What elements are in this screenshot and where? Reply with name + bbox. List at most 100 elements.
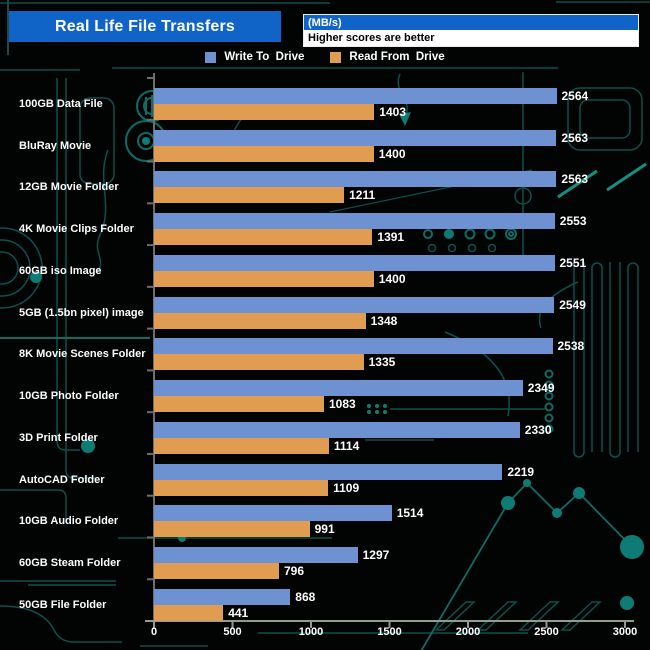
write-bar [154,547,358,564]
bars-cell: 2549 1348 [154,287,650,329]
category-label-cell: 10GB Photo Folder [0,370,154,412]
chart-title: Real Life File Transfers [55,17,235,35]
chart-row: 60GB iso Image 2551 1400 [0,245,650,287]
read-bar-line: 1114 [154,437,650,454]
read-bar [154,563,279,580]
read-bar [154,187,345,204]
chart-row: 12GB Movie Folder 2563 1211 [0,162,650,204]
category-label: 60GB iso Image [19,264,102,277]
read-bar-line: 1109 [154,479,650,496]
category-label-cell: 50GB File Folder [0,579,154,621]
write-value-label: 1514 [396,506,424,521]
bars-cell: 2330 1114 [154,412,650,454]
bars-cell: 2538 1335 [154,329,650,371]
write-value-label: 2349 [527,381,555,396]
category-label-cell: 60GB Steam Folder [0,537,154,579]
write-bar [154,421,520,438]
read-bar-line: 1211 [154,187,650,204]
category-label: BluRay Movie [19,139,92,152]
write-bar-line: 2563 [154,129,650,146]
read-bar-line: 1400 [154,145,650,162]
note-strip: Higher scores are better [304,30,638,46]
write-bar-line: 2553 [154,213,650,230]
read-bar-line: 796 [154,563,650,580]
category-label-cell: 3D Print Folder [0,412,154,454]
write-bar [154,463,503,480]
write-bar [154,380,523,397]
write-value-label: 2551 [559,255,587,270]
x-tick-label: 0 [150,626,158,638]
write-bar-line: 2349 [154,380,650,397]
write-bar-line: 1514 [154,505,650,522]
read-bar-line: 991 [154,521,650,538]
chart-row: 3D Print Folder 2330 1114 [0,412,650,454]
write-value-label: 2563 [561,172,589,187]
read-value-label: 796 [284,564,305,579]
chart-info-box: (MB/s) Higher scores are better [303,14,639,47]
read-bar [154,521,310,538]
chart-plot-area: 100GB Data File 2564 1403 BluRay Movie [0,78,650,621]
read-bar [154,479,329,496]
write-value-label: 2553 [559,214,587,229]
read-bar-line: 441 [154,604,650,621]
x-axis-tick-labels: 0 500 1000 1500 2000 2500 3000 [0,626,650,642]
category-label: 8K Movie Scenes Folder [19,348,146,361]
higher-better-note: Higher scores are better [308,32,435,44]
read-value-label: 1400 [378,146,406,161]
write-value-label: 2563 [561,130,589,145]
read-bar [154,354,364,371]
chart-row: 10GB Audio Folder 1514 991 [0,496,650,538]
chart-row: AutoCAD Folder 2219 1109 [0,454,650,496]
category-label-cell: BluRay Movie [0,120,154,162]
read-value-label: 1083 [329,397,356,412]
write-bar [154,129,557,146]
read-bar [154,312,366,329]
x-tick-label: 1500 [377,626,402,638]
category-label-cell: 5GB (1.5bn pixel) image [0,287,154,329]
category-label-cell: 12GB Movie Folder [0,162,154,204]
read-bar-line: 1348 [154,312,650,329]
write-value-label: 2538 [557,339,585,354]
read-value-label: 441 [228,605,249,620]
x-tick-label: 1000 [298,626,324,638]
category-label-cell: 8K Movie Scenes Folder [0,329,154,371]
bars-cell: 2563 1211 [154,162,650,204]
read-bar-line: 1400 [154,270,650,287]
bars-cell: 2551 1400 [154,245,650,287]
bars-cell: 2564 1403 [154,78,650,120]
bars-cell: 1297 796 [154,537,650,580]
x-tick-label: 500 [223,626,242,638]
write-bar [154,213,555,230]
category-label-cell: 60GB iso Image [0,245,154,287]
write-bar [154,505,392,522]
read-bar [154,103,375,120]
bars-cell: 2349 1083 [154,370,650,413]
x-tick-label: 3000 [612,626,638,638]
write-bar-line: 2549 [154,296,650,313]
read-bar-line: 1335 [154,354,650,371]
write-bar [154,87,557,104]
write-bar [154,171,557,188]
chart-row: 8K Movie Scenes Folder 2538 1335 [0,329,650,371]
read-value-label: 991 [314,522,335,537]
category-label: 10GB Photo Folder [19,390,119,403]
write-legend-swatch [205,51,217,63]
read-value-label: 1211 [349,188,376,203]
bars-cell: 2553 1391 [154,203,650,246]
chart-row: 4K Movie Clips Folder 2553 1391 [0,203,650,246]
read-legend-swatch [330,51,342,63]
write-value-label: 2330 [524,422,552,437]
write-bar-line: 868 [154,588,650,605]
read-bar-line: 1391 [154,229,650,246]
category-label-cell: 10GB Audio Folder [0,496,154,538]
category-label: AutoCAD Folder [19,473,105,486]
category-label-cell: 100GB Data File [0,78,154,120]
chart-title-bar: Real Life File Transfers [9,11,281,42]
write-value-label: 1297 [362,548,390,563]
category-label-cell: 4K Movie Clips Folder [0,203,154,245]
read-value-label: 1335 [368,355,396,370]
chart-row: 50GB File Folder 868 441 [0,579,650,621]
read-value-label: 1400 [378,271,406,286]
write-bar-line: 2564 [154,87,650,104]
read-bar [154,229,373,246]
